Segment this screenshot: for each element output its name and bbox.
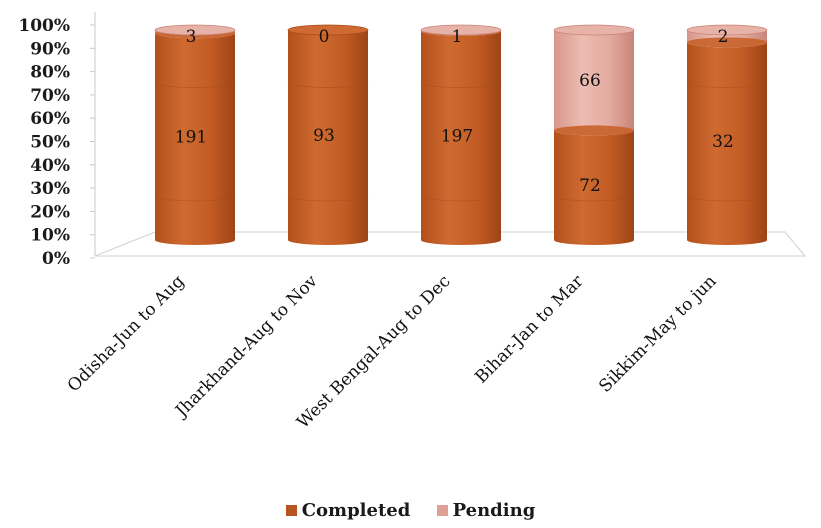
legend: Completed Pending <box>0 500 821 521</box>
y-tick-label: 80% <box>30 63 70 83</box>
bar-segment-completed <box>155 33 235 245</box>
bar-sheen-line <box>553 195 635 202</box>
legend-label-completed: Completed <box>301 500 411 521</box>
data-label-completed: 191 <box>175 128 207 148</box>
y-tick-label: 90% <box>30 39 70 59</box>
bar-segment-completed <box>421 31 501 245</box>
bar-sheen-line <box>154 82 236 88</box>
bar-top-cap <box>287 24 369 36</box>
bar-bihar-jan-to-mar: 72 66 <box>553 24 635 245</box>
segment-boundary <box>687 37 767 48</box>
legend-item-completed: Completed <box>285 500 411 521</box>
data-label-pending: 66 <box>579 71 601 91</box>
bar-sheen-line <box>686 82 768 88</box>
bar-top-cap <box>553 24 635 36</box>
y-tick-label: 10% <box>30 226 70 246</box>
y-tick-label: 20% <box>30 202 70 222</box>
legend-swatch-pending <box>436 505 448 516</box>
x-tick-label-jharkhand-aug-to-nov: Jharkhand-Aug to Nov <box>170 271 321 422</box>
data-label-pending: 3 <box>186 27 197 47</box>
bar-top-cap <box>154 24 236 36</box>
y-axis: 0% 10% 20% 30% 40% 50% 60% 70% 80% 90% 100% <box>18 12 96 269</box>
bar-segment-completed <box>554 130 634 245</box>
x-tick-label-sikkim-may-to-jun: Sikkim-May to jun <box>595 271 720 396</box>
bar-sheen-line <box>686 195 768 202</box>
bar-top-cap <box>420 24 502 36</box>
y-tick-label: 40% <box>30 156 70 176</box>
bar-segment-completed <box>288 30 368 245</box>
bar-sheen-line <box>287 195 369 202</box>
bar-segment-pending <box>554 30 634 136</box>
bar-sheen-line <box>154 195 236 202</box>
y-tick-label: 70% <box>30 86 70 106</box>
bar-segment-completed <box>687 42 767 246</box>
legend-item-pending: Pending <box>436 500 536 521</box>
y-tick-label: 30% <box>30 179 70 199</box>
data-label-pending: 0 <box>319 27 330 47</box>
data-label-pending: 1 <box>452 27 463 47</box>
bar-top-cap <box>686 24 768 36</box>
x-tick-label-west-bengal-aug-to-dec: West Bengal-Aug to Dec <box>293 271 454 432</box>
bar-sikkim-may-to-jun: 32 2 <box>686 24 768 246</box>
y-tick-label: 60% <box>30 109 70 129</box>
x-tick-label-odisha-jun-to-aug: Odisha-Jun to Aug <box>64 271 189 396</box>
y-tick-label: 50% <box>30 133 70 153</box>
data-label-completed: 32 <box>712 132 734 152</box>
bar-jharkhand-aug-to-nov: 93 0 <box>287 24 369 245</box>
data-label-completed: 72 <box>579 176 601 196</box>
data-label-pending: 2 <box>718 27 729 47</box>
x-tick-label-bihar-jan-to-mar: Bihar-Jan to Mar <box>471 271 588 388</box>
y-tick-label: 100% <box>18 16 70 36</box>
bar-sheen-line <box>420 195 502 202</box>
bar-sheen-line <box>287 82 369 88</box>
legend-swatch-completed <box>285 505 297 516</box>
bar-sheen-line <box>420 82 502 88</box>
y-tick-label: 0% <box>42 249 70 269</box>
segment-boundary <box>554 125 634 136</box>
data-label-completed: 93 <box>313 126 335 146</box>
data-label-completed: 197 <box>441 127 473 147</box>
legend-label-pending: Pending <box>452 500 536 521</box>
